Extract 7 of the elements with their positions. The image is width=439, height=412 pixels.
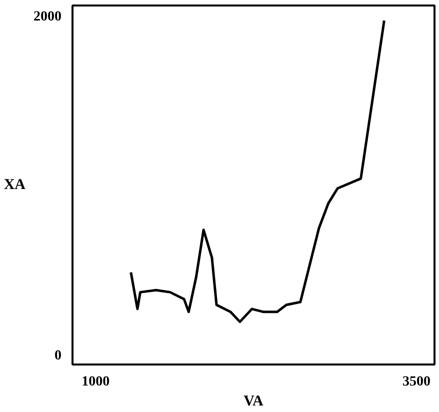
x-tick-label: 1000 (82, 374, 110, 390)
x-axis-title: VA (244, 394, 264, 410)
y-axis-title: XA (4, 177, 26, 193)
x-tick-label: 3500 (402, 374, 431, 390)
line-series (130, 19, 386, 324)
y-tick-label: 0 (54, 348, 62, 364)
y-tick-label: 2000 (34, 10, 62, 25)
